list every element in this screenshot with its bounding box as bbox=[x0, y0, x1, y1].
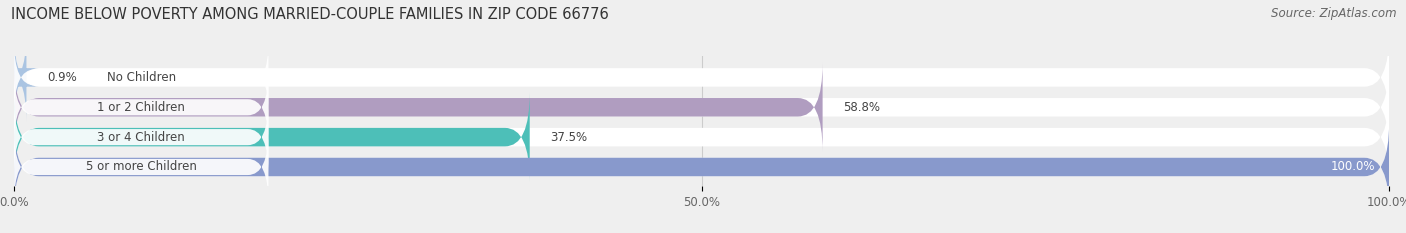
FancyBboxPatch shape bbox=[14, 33, 1389, 122]
Text: 3 or 4 Children: 3 or 4 Children bbox=[97, 131, 186, 144]
FancyBboxPatch shape bbox=[14, 41, 269, 114]
FancyBboxPatch shape bbox=[14, 63, 1389, 152]
FancyBboxPatch shape bbox=[14, 63, 823, 152]
FancyBboxPatch shape bbox=[14, 100, 269, 174]
Text: 37.5%: 37.5% bbox=[550, 131, 588, 144]
FancyBboxPatch shape bbox=[14, 123, 1389, 212]
Text: Source: ZipAtlas.com: Source: ZipAtlas.com bbox=[1271, 7, 1396, 20]
Text: 58.8%: 58.8% bbox=[844, 101, 880, 114]
FancyBboxPatch shape bbox=[14, 93, 530, 182]
FancyBboxPatch shape bbox=[14, 130, 269, 204]
Text: 100.0%: 100.0% bbox=[1331, 161, 1375, 174]
Text: 1 or 2 Children: 1 or 2 Children bbox=[97, 101, 186, 114]
FancyBboxPatch shape bbox=[1, 33, 39, 122]
FancyBboxPatch shape bbox=[14, 71, 269, 144]
Text: No Children: No Children bbox=[107, 71, 176, 84]
FancyBboxPatch shape bbox=[14, 93, 1389, 182]
Text: 5 or more Children: 5 or more Children bbox=[86, 161, 197, 174]
FancyBboxPatch shape bbox=[14, 123, 1389, 212]
Text: 0.9%: 0.9% bbox=[46, 71, 77, 84]
Text: INCOME BELOW POVERTY AMONG MARRIED-COUPLE FAMILIES IN ZIP CODE 66776: INCOME BELOW POVERTY AMONG MARRIED-COUPL… bbox=[11, 7, 609, 22]
